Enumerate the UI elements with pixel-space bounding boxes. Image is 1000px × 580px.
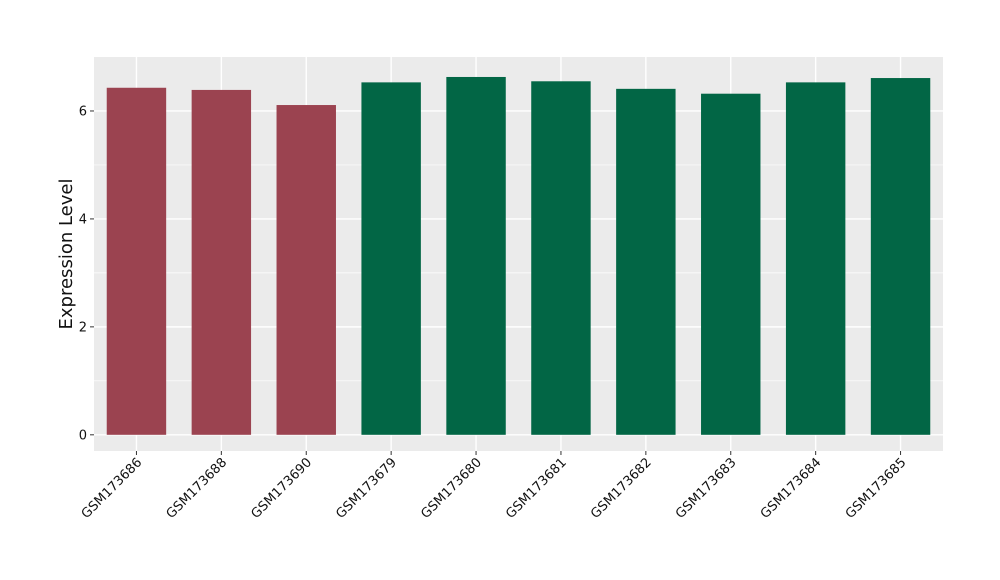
bar-gsm173686 bbox=[106, 87, 167, 435]
x-tick-label: GSM173686 bbox=[79, 455, 146, 522]
bar-gsm173688 bbox=[191, 89, 252, 435]
x-tick-label: GSM173679 bbox=[333, 455, 400, 522]
x-tick-label: GSM173685 bbox=[843, 455, 910, 522]
x-tick-label: GSM173681 bbox=[503, 455, 570, 522]
bar-gsm173682 bbox=[616, 88, 676, 435]
y-axis-label: Expression Level bbox=[56, 179, 77, 330]
bars bbox=[106, 76, 931, 435]
bar-gsm173685 bbox=[870, 78, 931, 435]
y-tick-label: 4 bbox=[79, 212, 87, 227]
bar-gsm173684 bbox=[785, 82, 846, 435]
x-tick-label: GSM173688 bbox=[164, 455, 231, 522]
x-tick-label: GSM173683 bbox=[673, 455, 740, 522]
bar-gsm173679 bbox=[361, 82, 421, 435]
y-tick-label: 0 bbox=[79, 428, 87, 443]
x-tick-label: GSM173682 bbox=[588, 455, 655, 522]
y-tick-label: 2 bbox=[79, 320, 87, 335]
x-tick-label: GSM173680 bbox=[418, 455, 485, 522]
y-axis: 0 2 4 6 bbox=[79, 104, 94, 443]
bar-gsm173680 bbox=[446, 76, 506, 435]
bar-gsm173681 bbox=[531, 81, 591, 435]
y-tick-label: 6 bbox=[79, 104, 87, 119]
x-tick-label: GSM173684 bbox=[758, 455, 825, 522]
x-tick-label: GSM173690 bbox=[248, 455, 315, 522]
bar-gsm173690 bbox=[276, 105, 336, 435]
x-axis: GSM173686 GSM173688 GSM173690 GSM173679 GSM1… bbox=[79, 451, 910, 522]
bar-gsm173683 bbox=[701, 93, 761, 435]
